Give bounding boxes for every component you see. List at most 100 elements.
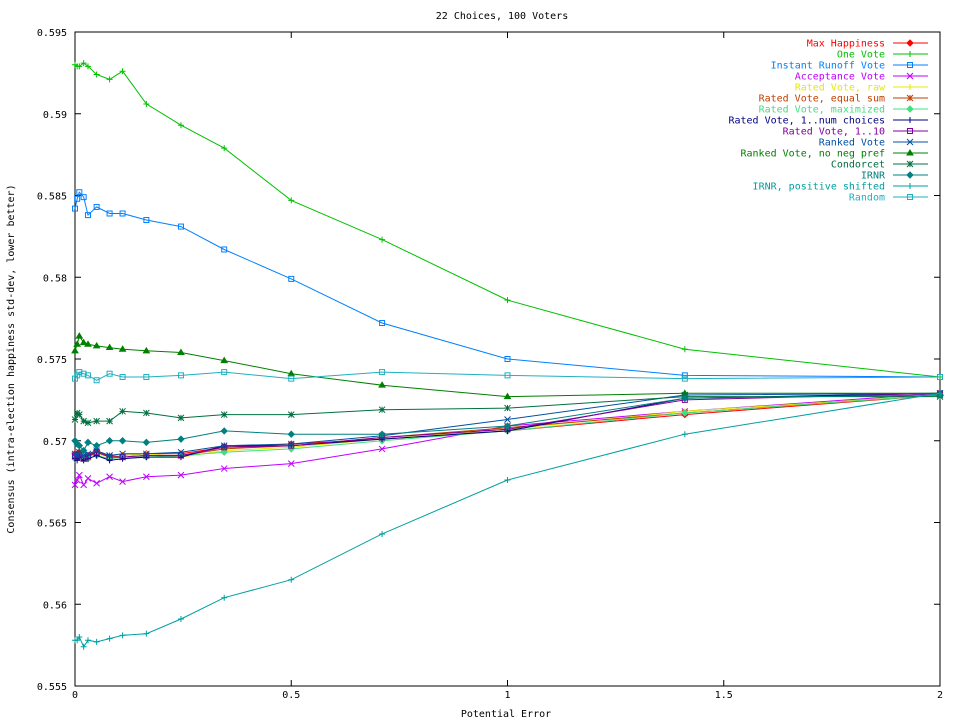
legend-label: Rated Vote, 1..10 (783, 127, 885, 138)
series-ranked-vote-no-neg-pref (71, 332, 944, 400)
series-layer (71, 60, 944, 650)
data-point (907, 117, 913, 123)
data-point (177, 435, 185, 443)
data-point (76, 633, 83, 640)
data-point (80, 481, 88, 489)
series-rated-vote-1-10 (72, 390, 943, 462)
data-point (177, 471, 185, 479)
data-point (84, 340, 92, 347)
data-point (177, 615, 184, 622)
data-point (75, 441, 84, 450)
data-point (142, 438, 151, 447)
data-point (143, 450, 150, 458)
data-point (75, 411, 83, 418)
data-point (907, 62, 913, 68)
data-point (681, 394, 689, 402)
series-line (75, 392, 941, 648)
x-tick-label: 1.5 (715, 690, 733, 701)
y-tick-label: 0.59 (43, 110, 67, 121)
series-irnr-positive-shifted (72, 390, 943, 650)
data-point (76, 189, 83, 196)
data-point (221, 246, 228, 253)
legend-label: Ranked Vote (819, 138, 885, 149)
data-point (220, 465, 228, 472)
data-point (80, 455, 87, 462)
data-point (119, 68, 126, 75)
data-point (504, 372, 511, 379)
data-point (681, 346, 688, 353)
data-point (75, 471, 83, 479)
legend-label: Instant Runoff Vote (771, 61, 885, 72)
data-point (80, 417, 88, 425)
data-point (93, 377, 100, 384)
y-tick-label: 0.57 (43, 437, 67, 448)
data-point (906, 94, 914, 102)
series-instant-runoff-vote (72, 189, 943, 380)
legend-label: Rated Vote, 1..num choices (728, 116, 885, 127)
data-point (106, 457, 113, 464)
data-point (504, 476, 511, 483)
data-point (681, 431, 688, 438)
data-point (93, 203, 100, 210)
data-point (73, 452, 81, 459)
data-point (288, 197, 295, 204)
series-line (74, 62, 941, 378)
y-axis-label: Consensus (intra-election happiness std-… (6, 184, 17, 533)
data-point (80, 452, 88, 459)
data-point (105, 343, 114, 351)
data-point (118, 437, 127, 445)
data-point (378, 406, 386, 414)
legend-label: Rated Vote, equal sum (759, 94, 885, 105)
data-point (73, 476, 81, 484)
data-point (907, 183, 913, 189)
data-point (379, 530, 386, 537)
data-point (143, 217, 150, 224)
data-point (80, 643, 87, 650)
data-point (93, 449, 100, 456)
data-point (220, 448, 228, 456)
legend-label: Random (849, 193, 885, 204)
data-point (84, 438, 92, 447)
y-tick-label: 0.58 (43, 273, 67, 284)
data-point (106, 452, 113, 459)
data-point (379, 369, 386, 376)
series-line (74, 396, 940, 424)
data-point (93, 479, 100, 487)
data-point (288, 275, 295, 282)
data-point (221, 145, 228, 152)
data-point (177, 414, 185, 422)
x-axis-label: Potential Error (461, 709, 551, 720)
series-line (74, 191, 941, 378)
data-point (288, 442, 295, 449)
data-point (907, 128, 913, 134)
data-point (681, 409, 689, 417)
data-point (119, 373, 126, 380)
data-point (287, 460, 295, 467)
data-point (74, 637, 81, 644)
data-point (906, 72, 914, 80)
data-point (71, 416, 79, 423)
data-point (504, 416, 511, 423)
y-tick-label: 0.595 (37, 28, 67, 39)
data-point (504, 297, 511, 304)
data-point (84, 63, 91, 70)
x-tick-label: 1 (504, 690, 510, 701)
data-point (143, 630, 150, 637)
data-point (73, 340, 82, 347)
data-point (106, 454, 113, 461)
data-point (142, 346, 151, 354)
data-point (220, 411, 228, 418)
legend-label: IRNR (861, 171, 886, 182)
y-tick-label: 0.575 (37, 355, 67, 366)
data-point (84, 419, 92, 427)
data-point (378, 430, 386, 438)
data-point (503, 392, 512, 400)
data-point (379, 320, 386, 327)
data-point (177, 348, 185, 355)
y-tick-label: 0.555 (37, 682, 67, 693)
data-point (906, 39, 914, 47)
data-point (681, 372, 688, 379)
data-point (287, 440, 295, 448)
data-point (106, 76, 113, 83)
